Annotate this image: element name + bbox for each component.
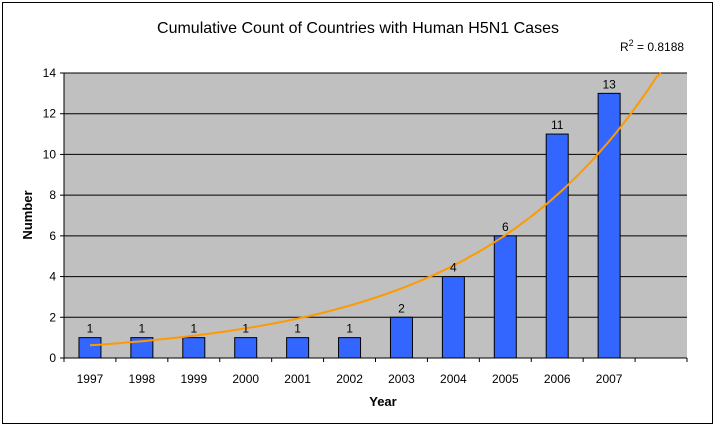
bar (182, 337, 206, 359)
y-tick-label: 14 (43, 66, 57, 80)
data-label: 4 (450, 261, 457, 275)
x-tick-label: 1999 (180, 372, 207, 386)
x-tick-label: 1997 (77, 372, 104, 386)
x-tick-label: 2000 (232, 372, 259, 386)
data-label: 1 (139, 322, 146, 336)
x-tick-label: 2002 (336, 372, 363, 386)
x-axis: 1997 1998 1999 2000 2001 2002 2003 2004 2005 2006… (63, 357, 688, 386)
x-tick-label: 1998 (129, 372, 156, 386)
data-label: 1 (294, 322, 301, 336)
bar (78, 337, 102, 359)
bar (234, 337, 258, 359)
bar (286, 337, 310, 359)
data-label: 1 (346, 322, 353, 336)
bar (441, 276, 465, 359)
x-tick-label: 2007 (596, 372, 623, 386)
r-squared-value: = 0.8188 (634, 40, 685, 54)
y-tick-label: 10 (43, 147, 57, 161)
r-squared-exponent: 2 (629, 38, 634, 48)
bar (545, 133, 569, 359)
y-axis-title: Number (20, 190, 35, 239)
data-label: 2 (398, 301, 405, 315)
y-tick-label: 2 (49, 310, 56, 324)
trendline (89, 72, 662, 347)
y-tick-label: 4 (49, 270, 56, 284)
y-tick-label: 6 (49, 229, 56, 243)
bar (493, 235, 517, 359)
x-tick-label: 2005 (492, 372, 519, 386)
x-tick-label: 2001 (284, 372, 311, 386)
data-label: 1 (190, 322, 197, 336)
data-label: 1 (242, 322, 249, 336)
data-label: 11 (551, 118, 564, 132)
data-label: 13 (602, 77, 616, 91)
gridlines (64, 72, 687, 318)
data-label: 1 (87, 322, 94, 336)
x-tick-label: 2003 (388, 372, 415, 386)
bar (338, 337, 362, 359)
x-tick-label: 2006 (544, 372, 571, 386)
bar (389, 316, 413, 359)
y-tick-label: 8 (49, 188, 56, 202)
data-label: 6 (502, 220, 509, 234)
chart-title: Cumulative Count of Countries with Human… (157, 20, 559, 37)
r-squared-label: R2 = 0.8188 (620, 38, 684, 54)
x-axis-title: Year (369, 394, 396, 409)
y-axis: 0 2 4 6 8 10 12 14 (43, 66, 65, 365)
x-tick-label: 2004 (440, 372, 467, 386)
y-tick-label: 12 (43, 107, 57, 121)
y-tick-label: 0 (49, 351, 56, 365)
plot-area (64, 73, 687, 358)
